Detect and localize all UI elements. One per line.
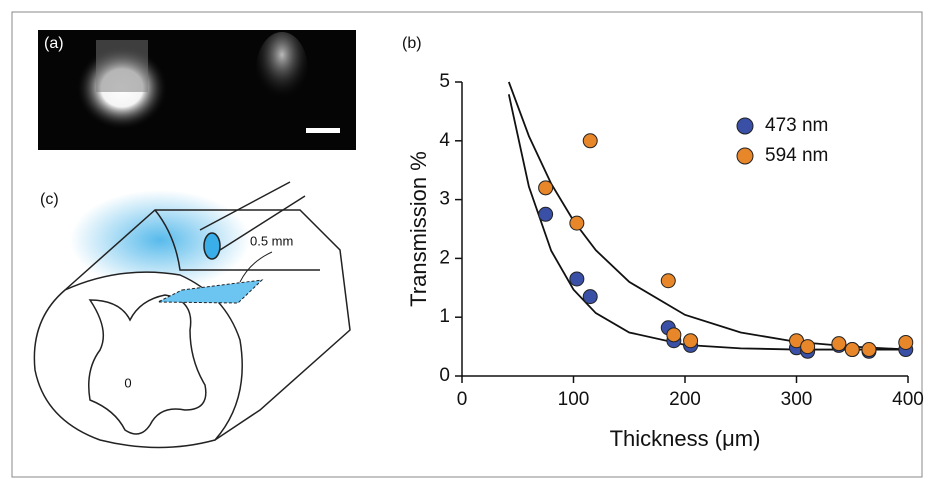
y-tick-label: 0 [439, 365, 450, 386]
point [660, 273, 676, 289]
y-tick-label: 3 [439, 189, 450, 210]
y-tick-label: 5 [439, 71, 450, 92]
point [582, 133, 598, 149]
panel-label: (b) [402, 35, 422, 52]
point [538, 206, 554, 222]
point [800, 339, 816, 355]
legend-marker [736, 147, 754, 165]
section-label: 0 [124, 375, 131, 390]
y-tick-label: 2 [439, 247, 450, 268]
point [683, 333, 699, 349]
panel-label: (a) [44, 35, 64, 52]
spinal-cord [33, 181, 351, 449]
point [569, 271, 585, 287]
legend-marker [736, 117, 754, 135]
legend-label: 594 nm [765, 145, 828, 166]
legend-label: 473 nm [765, 115, 828, 136]
y-axis-title: Transmission % [406, 151, 431, 307]
point [831, 336, 847, 352]
x-tick-label: 0 [457, 389, 468, 410]
point [844, 342, 860, 358]
point [898, 334, 914, 350]
frame [11, 11, 923, 478]
x-axis-title: Thickness (μm) [610, 426, 761, 451]
point [569, 215, 585, 231]
point [538, 180, 554, 196]
scale-bar [306, 128, 340, 133]
point [666, 327, 682, 343]
x-tick-label: 300 [781, 389, 813, 410]
point [861, 342, 877, 358]
light-spot [256, 32, 308, 108]
fit-curve [507, 94, 908, 351]
point [582, 289, 598, 305]
fit-curve [507, 81, 909, 351]
fiber [96, 40, 148, 92]
y-tick-label: 4 [439, 130, 450, 151]
x-tick-label: 100 [558, 389, 590, 410]
annotation: 0.5 mm [250, 233, 293, 248]
panel-label: (c) [40, 191, 59, 208]
x-tick-label: 400 [892, 389, 924, 410]
y-tick-label: 1 [439, 306, 450, 327]
x-tick-label: 200 [669, 389, 701, 410]
